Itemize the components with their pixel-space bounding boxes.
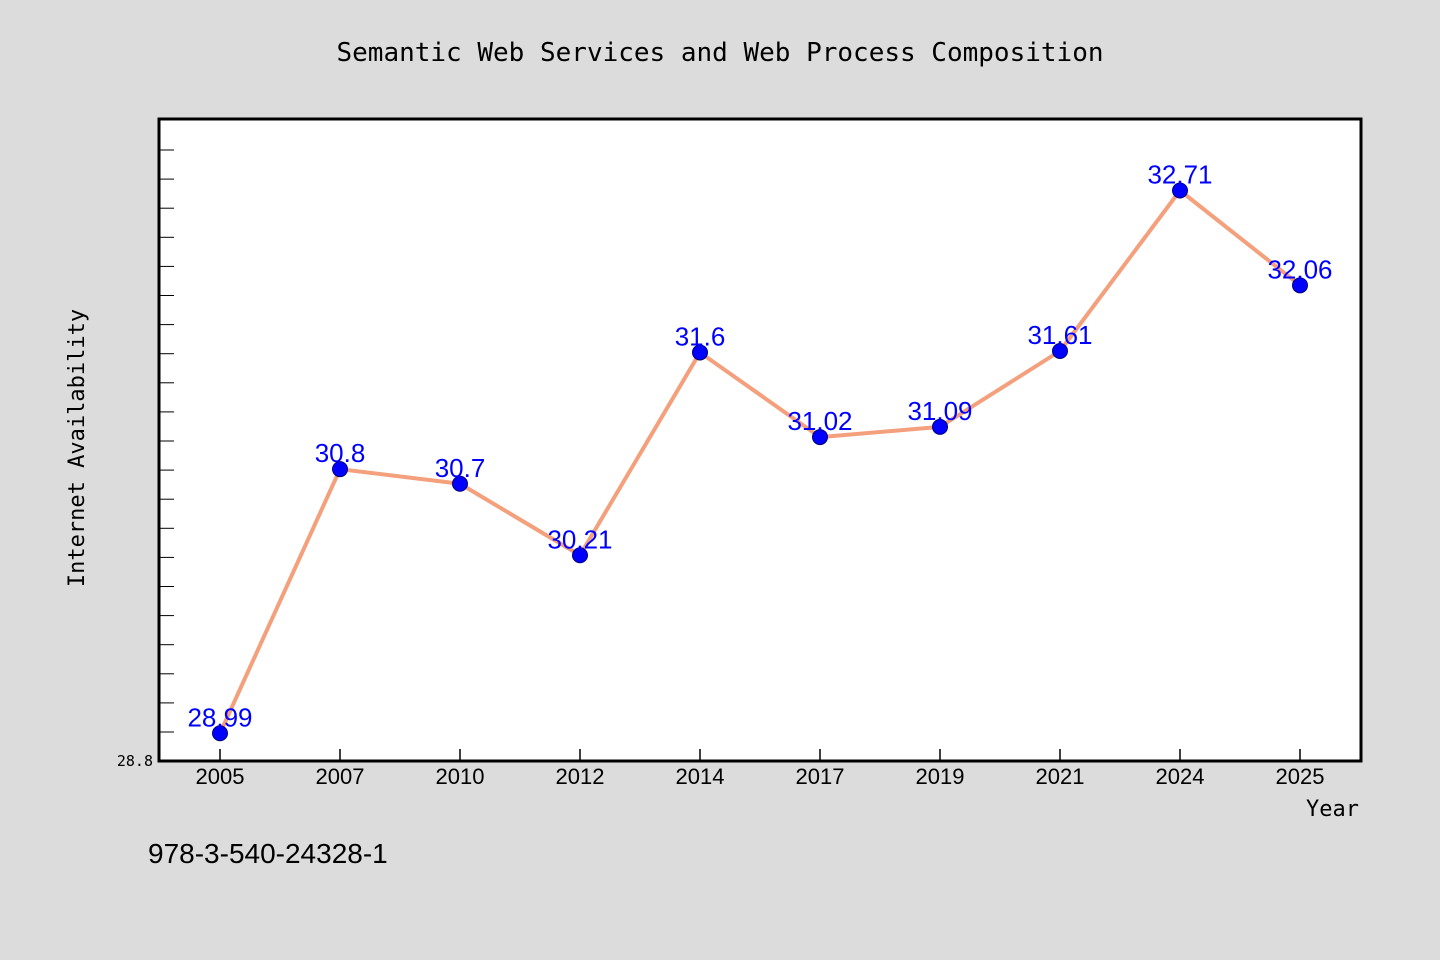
y-axis-ticks (159, 149, 174, 733)
x-axis-label: Year (1306, 797, 1359, 822)
x-tick-label: 2025 (1276, 764, 1325, 789)
data-label: 32.06 (1267, 254, 1332, 284)
y-axis-label: Internet Availability (65, 309, 90, 587)
data-label: 31.61 (1027, 320, 1092, 350)
data-point (1292, 277, 1308, 294)
data-label: 31.6 (675, 321, 726, 351)
data-point (452, 475, 468, 492)
series-line-group (218, 188, 1302, 735)
series-line (218, 188, 1302, 735)
data-point (812, 429, 828, 446)
data-label: 30.7 (435, 453, 486, 483)
x-tick-label: 2014 (676, 764, 725, 789)
x-axis-ticks (219, 749, 1301, 761)
series-markers (212, 182, 1308, 742)
data-label: 31.02 (787, 406, 852, 436)
data-point (572, 547, 588, 564)
data-point (332, 461, 348, 478)
data-label: 31.09 (907, 396, 972, 426)
x-tick-label: 2024 (1156, 764, 1205, 789)
x-axis-tick-labels: 2005 2007 2010 2012 2014 2017 2019 2021 2024 2025 (196, 764, 1325, 789)
data-point (1052, 342, 1068, 359)
chart-title: Semantic Web Services and Web Process Co… (336, 38, 1103, 68)
data-point (1172, 182, 1188, 199)
data-point (212, 725, 228, 742)
isbn-note: 978-3-540-24328-1 (148, 838, 388, 869)
x-tick-label: 2005 (196, 764, 245, 789)
y-tick-label-min: 28.8 (117, 752, 153, 770)
data-label: 30.21 (547, 524, 612, 554)
x-tick-label: 2012 (556, 764, 605, 789)
plot-area (157, 117, 1363, 763)
data-point (932, 418, 948, 435)
x-tick-label: 2007 (316, 764, 365, 789)
data-label: 32.71 (1147, 159, 1212, 189)
x-tick-label: 2019 (916, 764, 965, 789)
series-data-labels: 28.99 30.8 30.7 30.21 31.6 31.02 31.09 31.61 32.… (187, 159, 1332, 732)
x-tick-label: 2021 (1036, 764, 1085, 789)
x-tick-label: 2017 (796, 764, 845, 789)
data-label: 30.8 (315, 438, 366, 468)
data-label: 28.99 (187, 702, 252, 732)
x-tick-label: 2010 (436, 764, 485, 789)
data-point (692, 344, 708, 361)
